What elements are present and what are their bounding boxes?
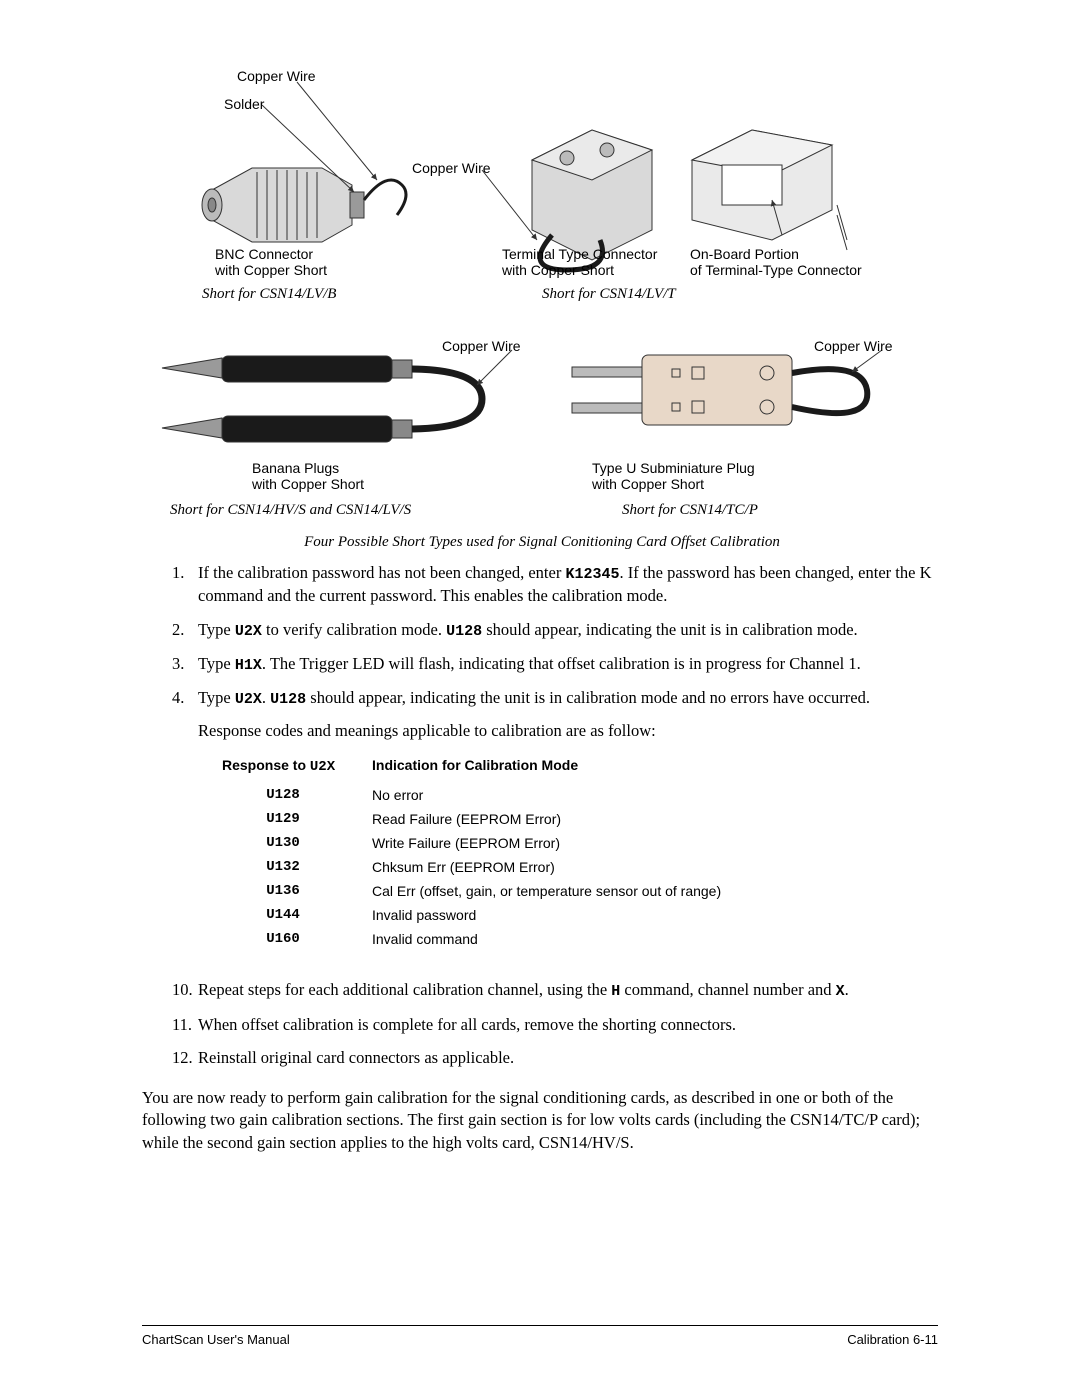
table-header-indication: Indication for Calibration Mode (372, 753, 749, 783)
instruction-step: 4.Type U2X. U128 should appear, indicati… (172, 687, 938, 710)
label-onboard-2: of Terminal-Type Connector (690, 262, 862, 278)
closing-paragraph: You are now ready to perform gain calibr… (142, 1087, 938, 1154)
table-row: U144Invalid password (222, 903, 749, 927)
table-header-code: Response to U2X (222, 753, 372, 783)
instruction-list-a: 1.If the calibration password has not be… (142, 562, 938, 710)
caption-short-typeu: Short for CSN14/TC/P (622, 502, 758, 519)
instruction-step: 10.Repeat steps for each additional cali… (172, 979, 938, 1002)
label-onboard-1: On-Board Portion (690, 246, 799, 262)
response-intro: Response codes and meanings applicable t… (198, 721, 938, 741)
table-row: U128No error (222, 783, 749, 807)
caption-short-bnc: Short for CSN14/LV/B (202, 286, 336, 303)
table-row: U129Read Failure (EEPROM Error) (222, 807, 749, 831)
footer-left: ChartScan User's Manual (142, 1332, 290, 1347)
footer-right: Calibration 6-11 (847, 1332, 938, 1347)
label-bnc-2: with Copper Short (215, 262, 327, 278)
instruction-step: 12.Reinstall original card connectors as… (172, 1047, 938, 1069)
label-copper-wire-2: Copper Wire (412, 160, 491, 176)
label-banana-1: Banana Plugs (252, 460, 339, 476)
figure-short-types: Copper Wire Solder BNC Connector with Co… (142, 60, 938, 550)
instruction-step: 3.Type H1X. The Trigger LED will flash, … (172, 653, 938, 676)
instruction-list-b: 10.Repeat steps for each additional cali… (142, 979, 938, 1069)
label-terminal-1: Terminal Type Connector (502, 246, 657, 262)
label-terminal-2: with Copper Short (502, 262, 614, 278)
instruction-step: 1.If the calibration password has not be… (172, 562, 938, 608)
table-row: U136Cal Err (offset, gain, or temperatur… (222, 879, 749, 903)
table-row: U130Write Failure (EEPROM Error) (222, 831, 749, 855)
figure-main-caption: Four Possible Short Types used for Signa… (222, 534, 862, 551)
table-row: U132Chksum Err (EEPROM Error) (222, 855, 749, 879)
table-row: U160Invalid command (222, 927, 749, 951)
instruction-step: 2.Type U2X to verify calibration mode. U… (172, 619, 938, 642)
caption-short-terminal: Short for CSN14/LV/T (542, 286, 676, 303)
instruction-step: 11.When offset calibration is complete f… (172, 1014, 938, 1036)
label-bnc-1: BNC Connector (215, 246, 313, 262)
label-typeu-2: with Copper Short (592, 476, 704, 492)
label-banana-2: with Copper Short (252, 476, 364, 492)
response-code-table: Response to U2X Indication for Calibrati… (222, 753, 749, 951)
label-solder: Solder (224, 96, 264, 112)
label-copper-wire-1: Copper Wire (237, 68, 316, 84)
page-footer: ChartScan User's Manual Calibration 6-11 (142, 1325, 938, 1347)
label-typeu-1: Type U Subminiature Plug (592, 460, 755, 476)
label-copper-wire-3: Copper Wire (442, 338, 521, 354)
label-copper-wire-4: Copper Wire (814, 338, 893, 354)
caption-short-banana: Short for CSN14/HV/S and CSN14/LV/S (170, 502, 411, 519)
